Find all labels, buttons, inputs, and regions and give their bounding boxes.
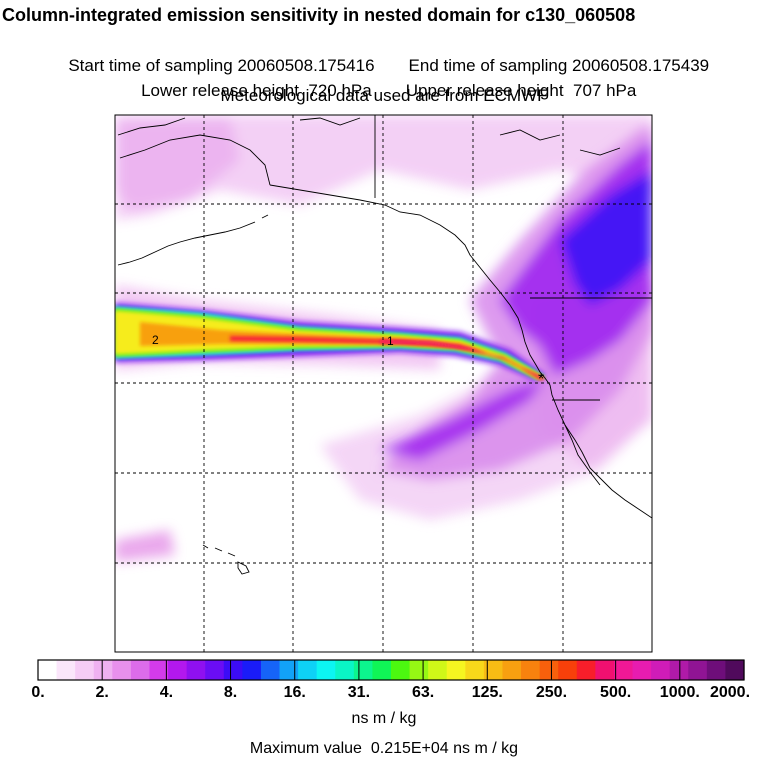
colorbar-swatch-34 <box>669 660 689 680</box>
chart-title: Column-integrated emission sensitivity i… <box>2 5 636 25</box>
plume-label-1: 1 <box>387 334 394 348</box>
map-frame <box>114 114 653 653</box>
colorbar-label-6: 63. <box>411 684 435 701</box>
colorbar-swatch-16 <box>335 660 355 680</box>
plume-yellow <box>115 311 545 379</box>
colorbar-frame <box>37 659 745 681</box>
colorbar-label-3: 8. <box>223 684 238 701</box>
colorbar-swatch-10 <box>223 660 243 680</box>
start-sampling-label: Start time of sampling <box>68 56 233 75</box>
plume-label-2: 2 <box>152 333 159 347</box>
colorbar <box>37 659 745 681</box>
coastlines <box>117 115 652 575</box>
colorbar-swatch-3 <box>93 660 113 680</box>
colorbar-label-11: 2000. <box>709 684 751 701</box>
colorbar-label-1: 2. <box>95 684 109 701</box>
colorbar-swatch-18 <box>372 660 392 680</box>
field-north-band <box>115 115 652 220</box>
max-value-number: 0.215E+04 <box>370 740 449 757</box>
max-value-units: ns m / kg <box>453 740 519 757</box>
colorbar-swatch-12 <box>260 660 281 680</box>
colorbar-swatch-1 <box>56 660 76 680</box>
colorbar-swatch-19 <box>391 660 411 680</box>
baja-peninsula <box>564 424 601 486</box>
band-core <box>560 170 652 305</box>
aleutian-islands <box>117 214 269 266</box>
colorbar-swatch-25 <box>502 660 522 680</box>
lower-release-value: 720 hPa <box>308 81 372 100</box>
colorbar-label-4: 16. <box>283 684 306 701</box>
colorbar-swatch-14 <box>298 660 318 680</box>
colorbar-swatch-17 <box>353 660 374 680</box>
emission-plume <box>115 303 545 380</box>
end-sampling-value: 20060508.175439 <box>572 56 710 75</box>
maximum-value: Maximum value 0.215E+04 ns m / kg <box>0 740 768 758</box>
colorbar-swatch-7 <box>168 660 188 680</box>
colorbar-label-2: 4. <box>159 684 174 701</box>
colorbar-swatch-28 <box>558 660 578 680</box>
colorbar-swatch-4 <box>112 660 132 680</box>
colorbar-swatch-6 <box>149 660 169 680</box>
inland-lakes <box>299 117 621 156</box>
colorbar-label-7: 125. <box>471 684 503 701</box>
colorbar-swatch-35 <box>688 660 708 680</box>
end-sampling-label: End time of sampling <box>408 56 568 75</box>
colorbar-swatch-37 <box>725 660 745 680</box>
colorbar-swatch-0 <box>38 660 58 680</box>
start-sampling-value: 20060508.175416 <box>237 56 375 75</box>
met-data-note: Meteorological data used are from ECMWF <box>220 86 548 105</box>
colorbar-swatch-33 <box>651 660 671 680</box>
upper-release-value: 707 hPa <box>573 81 637 100</box>
colorbar-label-0: 0. <box>31 684 45 701</box>
colorbar-label-9: 500. <box>600 684 632 701</box>
north-pacific-coast <box>499 291 652 519</box>
hawaii-islands <box>202 544 250 575</box>
colorbar-swatch-8 <box>186 660 206 680</box>
colorbar-swatch-9 <box>205 660 225 680</box>
upper-release-label: Upper release height <box>405 81 564 100</box>
band-south-arm <box>380 378 545 460</box>
colorbar-swatch-27 <box>539 660 559 680</box>
colorbar-swatch-21 <box>428 660 448 680</box>
lower-release-label: Lower release height <box>141 81 299 100</box>
colorbar-swatch-32 <box>632 660 652 680</box>
colorbar-swatch-11 <box>242 660 262 680</box>
plume-red-core <box>230 336 545 379</box>
colorbar-swatch-2 <box>75 660 95 680</box>
colorbar-label-8: 250. <box>535 684 568 701</box>
coastal-sensitivity-band <box>380 125 652 480</box>
colorbar-swatch-15 <box>316 660 336 680</box>
sampling-times: Start time of sampling 20060508.175416 En… <box>0 36 768 76</box>
release-heights: Lower release height 720 hPa Upper releas… <box>0 61 768 101</box>
colorbar-swatch-23 <box>465 660 485 680</box>
alaska-coast <box>117 117 501 293</box>
max-value-label: Maximum value <box>249 740 362 757</box>
colorbar-swatch-36 <box>706 660 727 680</box>
colorbar-swatch-5 <box>130 660 151 680</box>
plume-pink-core <box>380 340 545 379</box>
colorbar-label-10: 1000. <box>659 684 700 701</box>
release-point-marker: * <box>538 371 544 388</box>
colorbar-label-5: 31. <box>347 684 371 701</box>
colorbar-swatch-22 <box>446 660 466 680</box>
colorbar-swatch-30 <box>595 660 615 680</box>
field-southwest-streak <box>115 530 175 562</box>
border-line <box>374 115 652 401</box>
colorbar-swatch-31 <box>613 660 634 680</box>
colorbar-swatch-13 <box>279 660 299 680</box>
colorbar-swatch-29 <box>576 660 596 680</box>
colorbar-swatch-26 <box>521 660 541 680</box>
colorbar-swatch-20 <box>409 660 429 680</box>
field-northwest-patch <box>115 118 240 210</box>
colorbar-units: ns m / kg <box>351 710 417 727</box>
colorbar-swatch-24 <box>483 660 504 680</box>
